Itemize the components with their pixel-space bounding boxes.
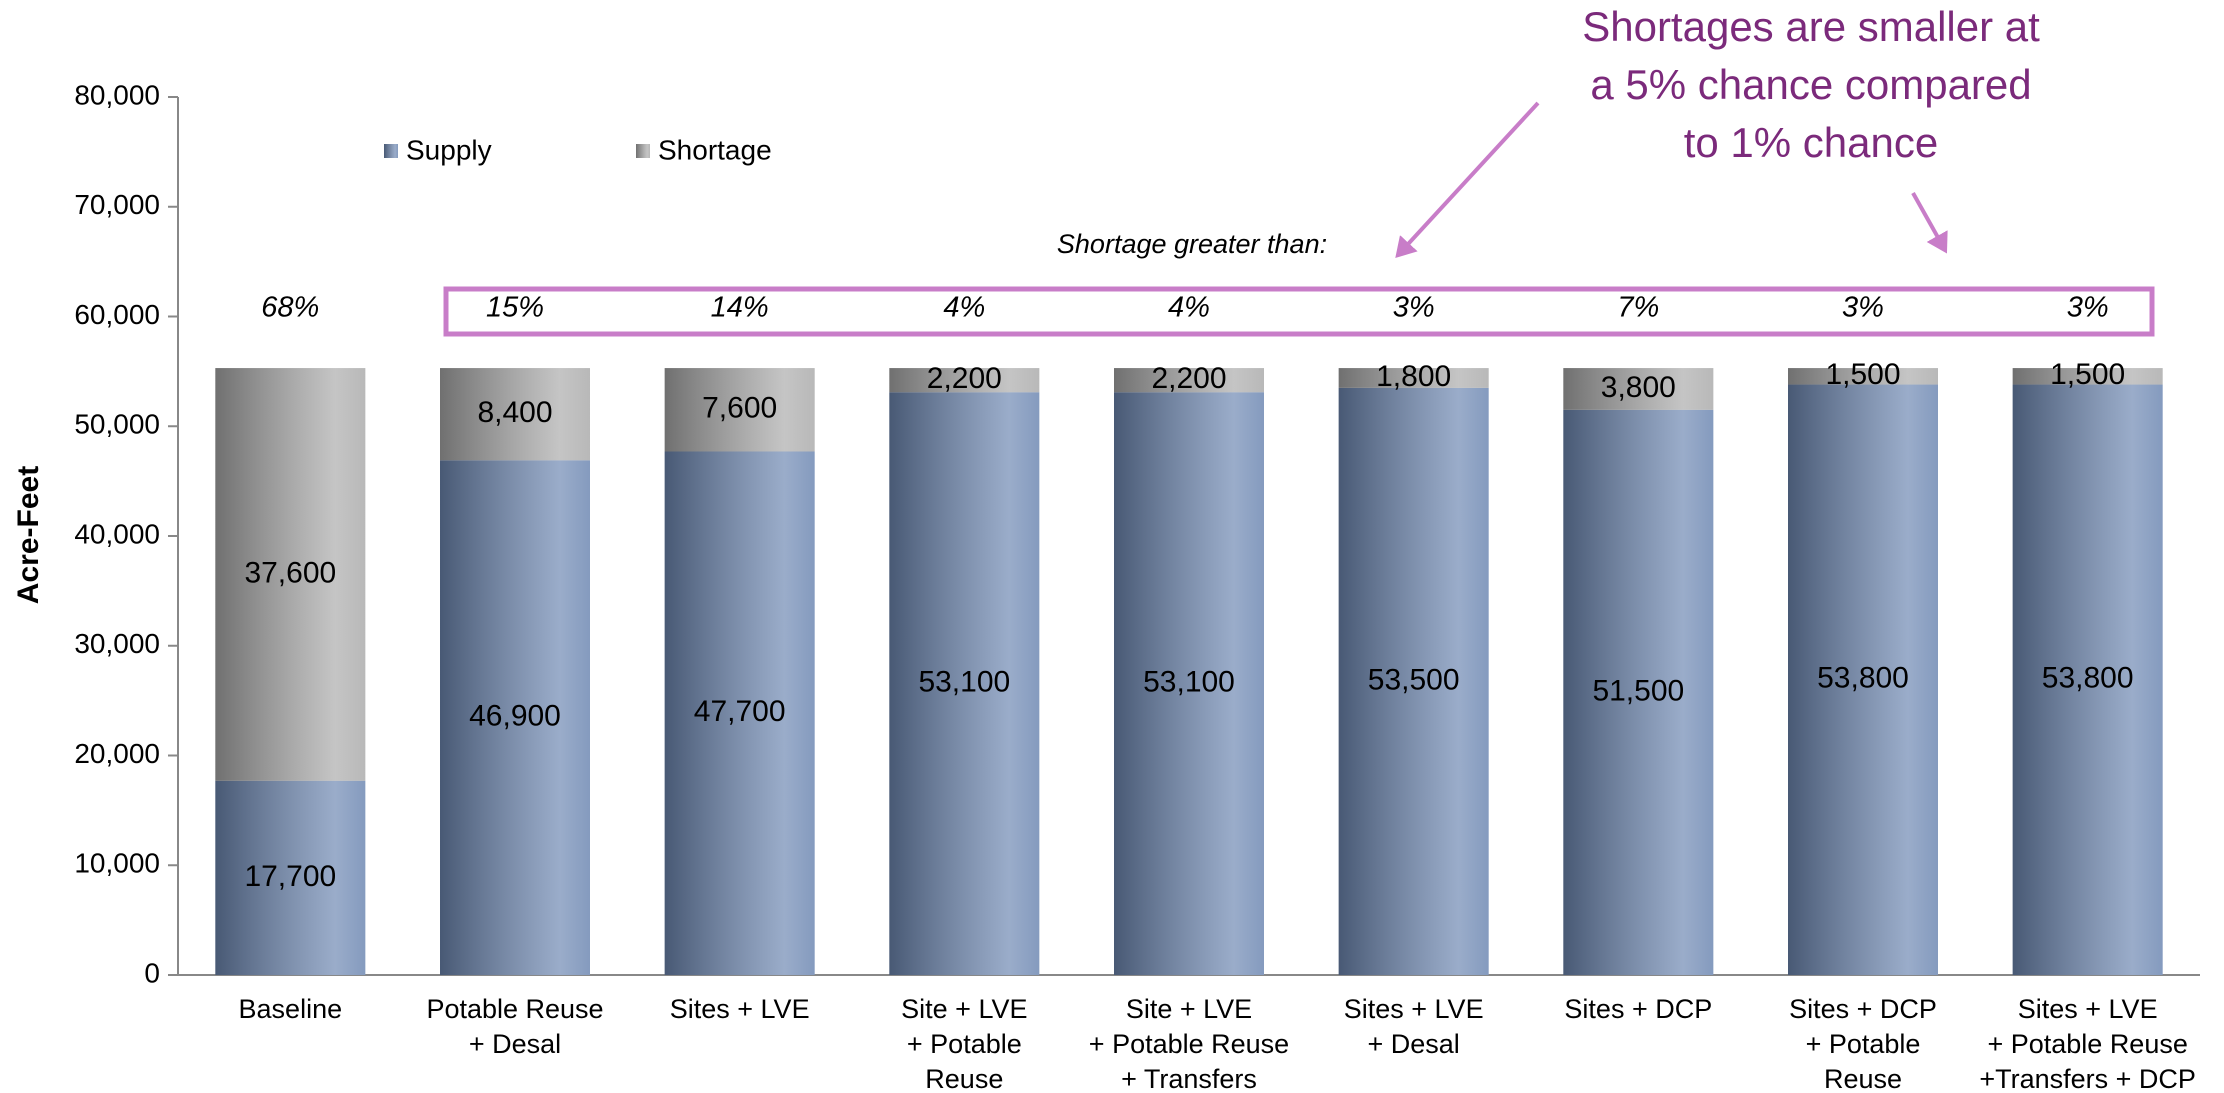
probability-label: 3% [2067, 292, 2109, 324]
bar-shade [1788, 368, 1938, 385]
data-label: 53,100 [918, 666, 1010, 699]
y-tick-label: 40,000 [74, 518, 160, 549]
callout-arrow [1395, 101, 1540, 258]
bar-shade [1563, 409, 1714, 976]
probability-label: 4% [943, 292, 985, 324]
y-tick-label: 10,000 [74, 848, 160, 879]
x-tick-label: Site + LVE [901, 994, 1027, 1024]
bar-shade [215, 780, 366, 975]
annotation-line: Shortages are smaller at [1582, 3, 2040, 50]
bar-shade [440, 368, 590, 461]
x-tick-label: Sites + LVE [670, 994, 810, 1024]
probability-label: 4% [1168, 292, 1210, 324]
bar-shade [440, 460, 590, 976]
bar-shade [215, 368, 366, 781]
bar-shade [2012, 384, 2163, 975]
probability-label: 15% [486, 292, 544, 324]
x-tick-label: + Potable [1806, 1029, 1921, 1059]
bar-shade [889, 392, 1040, 975]
data-label: 7,600 [702, 392, 777, 425]
data-label: 1,800 [1376, 360, 1451, 393]
bar-shade [1114, 392, 1264, 975]
y-tick-label: 0 [144, 957, 160, 988]
x-tick-label: + Potable Reuse [1089, 1029, 1289, 1059]
y-tick-label: 20,000 [74, 738, 160, 769]
data-label: 1,500 [2050, 358, 2125, 391]
y-tick-label: 30,000 [74, 628, 160, 659]
x-tick-label: + Potable Reuse [1987, 1029, 2187, 1059]
bar-shade [664, 451, 815, 975]
x-tick-label: +Transfers + DCP [1979, 1064, 2196, 1093]
y-tick-label: 70,000 [74, 189, 160, 220]
data-label: 1,500 [1825, 358, 1900, 391]
x-tick-label: Sites + LVE [2018, 994, 2158, 1024]
data-label: 53,800 [2042, 662, 2134, 695]
annotation: Shortages are smaller at a 5% chance comp… [1582, 3, 2040, 166]
x-tick-label: Sites + LVE [1344, 994, 1484, 1024]
probability-label: 68% [261, 292, 319, 324]
bar-shade [1788, 384, 1938, 975]
data-label: 53,100 [1143, 666, 1235, 699]
data-label: 17,700 [244, 860, 336, 893]
bar-shade [664, 368, 815, 452]
data-label: 2,200 [927, 362, 1002, 395]
data-label: 2,200 [1151, 362, 1226, 395]
x-tick-label: Reuse [925, 1064, 1003, 1093]
annotation-line: a 5% chance compared [1590, 61, 2031, 108]
data-label: 53,500 [1368, 663, 1460, 696]
legend-swatch-shade [636, 144, 650, 158]
x-tick-label: + Potable [907, 1029, 1022, 1059]
x-tick-label: Sites + DCP [1789, 994, 1937, 1024]
annotation-line: to 1% chance [1684, 119, 1939, 166]
data-label: 46,900 [469, 700, 561, 733]
x-tick-label: Baseline [239, 994, 343, 1024]
shortage-title: Shortage greater than: [1057, 229, 1327, 259]
probability-label: 7% [1617, 292, 1659, 324]
legend-label: Shortage [658, 134, 772, 165]
y-tick-label: 60,000 [74, 299, 160, 330]
data-label: 51,500 [1592, 674, 1684, 707]
legend-swatch-shade [384, 144, 398, 158]
data-label: 8,400 [477, 396, 552, 429]
data-label: 37,600 [244, 556, 336, 589]
x-tick-label: + Desal [469, 1029, 561, 1059]
bar-shade [1338, 387, 1489, 975]
bar-shade [2012, 368, 2163, 385]
x-tick-label: Potable Reuse [426, 994, 603, 1024]
x-tick-label: Sites + DCP [1564, 994, 1712, 1024]
x-tick-label: Reuse [1824, 1064, 1902, 1093]
data-label: 53,800 [1817, 662, 1909, 695]
highlight-box [443, 286, 2155, 337]
y-axis-label: Acre-Feet [12, 466, 45, 604]
x-tick-label: + Transfers [1121, 1064, 1257, 1093]
bar-shade [889, 368, 1040, 393]
bar-shade [1114, 368, 1264, 393]
data-label: 47,700 [694, 695, 786, 728]
probability-label: 3% [1842, 292, 1884, 324]
y-tick-label: 50,000 [74, 409, 160, 440]
data-label: 3,800 [1601, 371, 1676, 404]
y-tick-label: 80,000 [74, 79, 160, 110]
probability-label: 3% [1393, 292, 1435, 324]
legend-label: Supply [406, 134, 492, 165]
x-tick-label: Site + LVE [1126, 994, 1252, 1024]
bar-shade [1563, 368, 1714, 410]
x-tick-label: + Desal [1368, 1029, 1460, 1059]
callout-arrow [1911, 192, 1948, 254]
probability-label: 14% [711, 292, 769, 324]
bar-shade [1338, 368, 1489, 388]
